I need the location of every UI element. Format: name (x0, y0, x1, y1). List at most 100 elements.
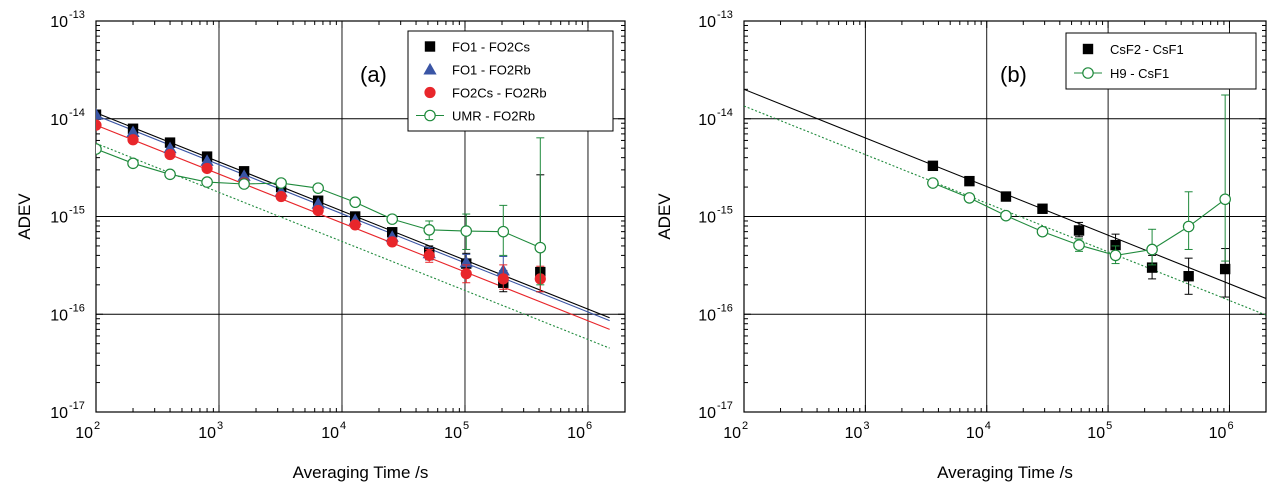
y-tick-base: 10 (698, 112, 716, 129)
data-point (96, 119, 102, 131)
legend-box (1065, 32, 1257, 90)
data-point (1073, 225, 1085, 236)
data-point (312, 182, 324, 194)
data-point (201, 176, 213, 188)
data-point (312, 204, 324, 217)
y-tick-exponent: -16 (717, 302, 733, 314)
data-point (200, 154, 214, 166)
data-point (1219, 263, 1231, 275)
legend-item-fo1-fo2rb: FO1 - FO2Rb (423, 62, 531, 78)
x-tick-base: 10 (1209, 425, 1227, 442)
data-point (201, 162, 213, 175)
legend-label: FO2Cs - FO2Rb (452, 86, 547, 101)
data-point (127, 134, 139, 146)
data-point (1000, 209, 1012, 222)
legend-label: CsF2 - CsF1 (1110, 42, 1184, 57)
data-point (1109, 249, 1122, 262)
y-tick-base: 10 (50, 14, 68, 31)
legend-item-csf2-csf1: CsF2 - CsF1 (1082, 42, 1184, 57)
data-point (963, 192, 976, 204)
x-tick-label: 10 6 (567, 420, 592, 442)
x-tick-label: 10 2 (723, 420, 748, 442)
data-point (164, 148, 176, 161)
data-point (1110, 239, 1121, 251)
data-point (1036, 225, 1049, 238)
y-tick-exponent: -15 (69, 205, 85, 217)
axis-ticks (743, 21, 1267, 413)
series-fo2cs-fo2rb (96, 119, 546, 293)
data-point (1000, 191, 1012, 202)
data-point (126, 125, 140, 138)
x-tick-base: 10 (198, 425, 216, 442)
y-tick-exponent: -14 (69, 107, 85, 119)
x-tick-exponent: 6 (1227, 420, 1233, 432)
legend: FO1 - FO2Cs FO1 - FO2Rb FO2Cs - FO2Rb UMR -… (407, 30, 614, 132)
legend-item-h9-csf1: H9 - CsF1 (1074, 66, 1169, 81)
y-tick-exponent: -13 (69, 9, 85, 21)
data-point (386, 236, 398, 248)
x-tick-label: 10 5 (444, 420, 469, 442)
legend-label: UMR - FO2Rb (452, 109, 535, 124)
y-tick-base: 10 (698, 405, 716, 422)
data-series (96, 108, 547, 293)
x-tick-base: 10 (567, 425, 585, 442)
data-point (349, 219, 361, 231)
y-tick-exponent: -13 (717, 9, 733, 21)
data-point (460, 268, 472, 280)
data-point (1073, 239, 1085, 251)
data-point (927, 177, 939, 189)
y-tick-exponent: -17 (69, 400, 85, 412)
legend-marker (423, 62, 437, 75)
data-point (1182, 220, 1195, 233)
x-tick-label: 10 2 (75, 420, 100, 442)
data-point (927, 160, 939, 172)
x-tick-label: 10 4 (321, 420, 346, 442)
x-tick-exponent: 2 (742, 420, 748, 432)
x-tick-exponent: 4 (985, 420, 991, 432)
x-tick-label: 10 3 (845, 420, 870, 442)
y-tick-base: 10 (698, 307, 716, 324)
data-point (349, 196, 361, 209)
y-tick-exponent: -16 (69, 302, 85, 314)
series-umr-fo2rb (96, 137, 547, 286)
x-tick-labels: 10 2 10 3 10 4 10 5 10 6 (723, 420, 1233, 442)
x-tick-exponent: 6 (586, 420, 592, 432)
legend-item-umr-fo2rb: UMR - FO2Rb (416, 109, 535, 124)
error-bar (536, 137, 545, 286)
data-point (96, 143, 102, 155)
x-axis-label: Averaging Time /s (293, 463, 429, 482)
plot-frame (95, 20, 626, 413)
panel-label: (b) (1000, 62, 1027, 87)
data-point (96, 108, 103, 120)
y-tick-label: 10 -13 (50, 9, 85, 31)
legend-marker (424, 109, 436, 122)
x-tick-base: 10 (444, 425, 462, 442)
y-tick-label: 10 -14 (50, 107, 85, 129)
legend-label: H9 - CsF1 (1110, 66, 1169, 81)
y-tick-base: 10 (698, 210, 716, 227)
x-tick-label: 10 6 (1209, 420, 1234, 442)
data-point (459, 255, 473, 268)
y-tick-base: 10 (698, 14, 716, 31)
x-tick-base: 10 (75, 425, 93, 442)
data-point (164, 168, 176, 181)
y-axis-label: ADEV (15, 193, 34, 240)
y-tick-exponent: -14 (717, 107, 733, 119)
data-point (237, 169, 251, 181)
y-tick-label: 10 -13 (698, 9, 733, 31)
legend-marker (1082, 67, 1094, 79)
x-tick-exponent: 3 (863, 420, 869, 432)
legend-marker (424, 41, 436, 52)
y-tick-label: 10 -15 (50, 205, 85, 227)
legend-item-fo2cs-fo2rb: FO2Cs - FO2Rb (424, 86, 547, 101)
data-point (1219, 193, 1231, 206)
x-tick-label: 10 4 (966, 420, 991, 442)
data-point (1146, 243, 1158, 256)
x-tick-base: 10 (1087, 425, 1105, 442)
data-point (1146, 262, 1158, 273)
x-tick-exponent: 4 (340, 420, 346, 432)
data-point (238, 178, 250, 190)
